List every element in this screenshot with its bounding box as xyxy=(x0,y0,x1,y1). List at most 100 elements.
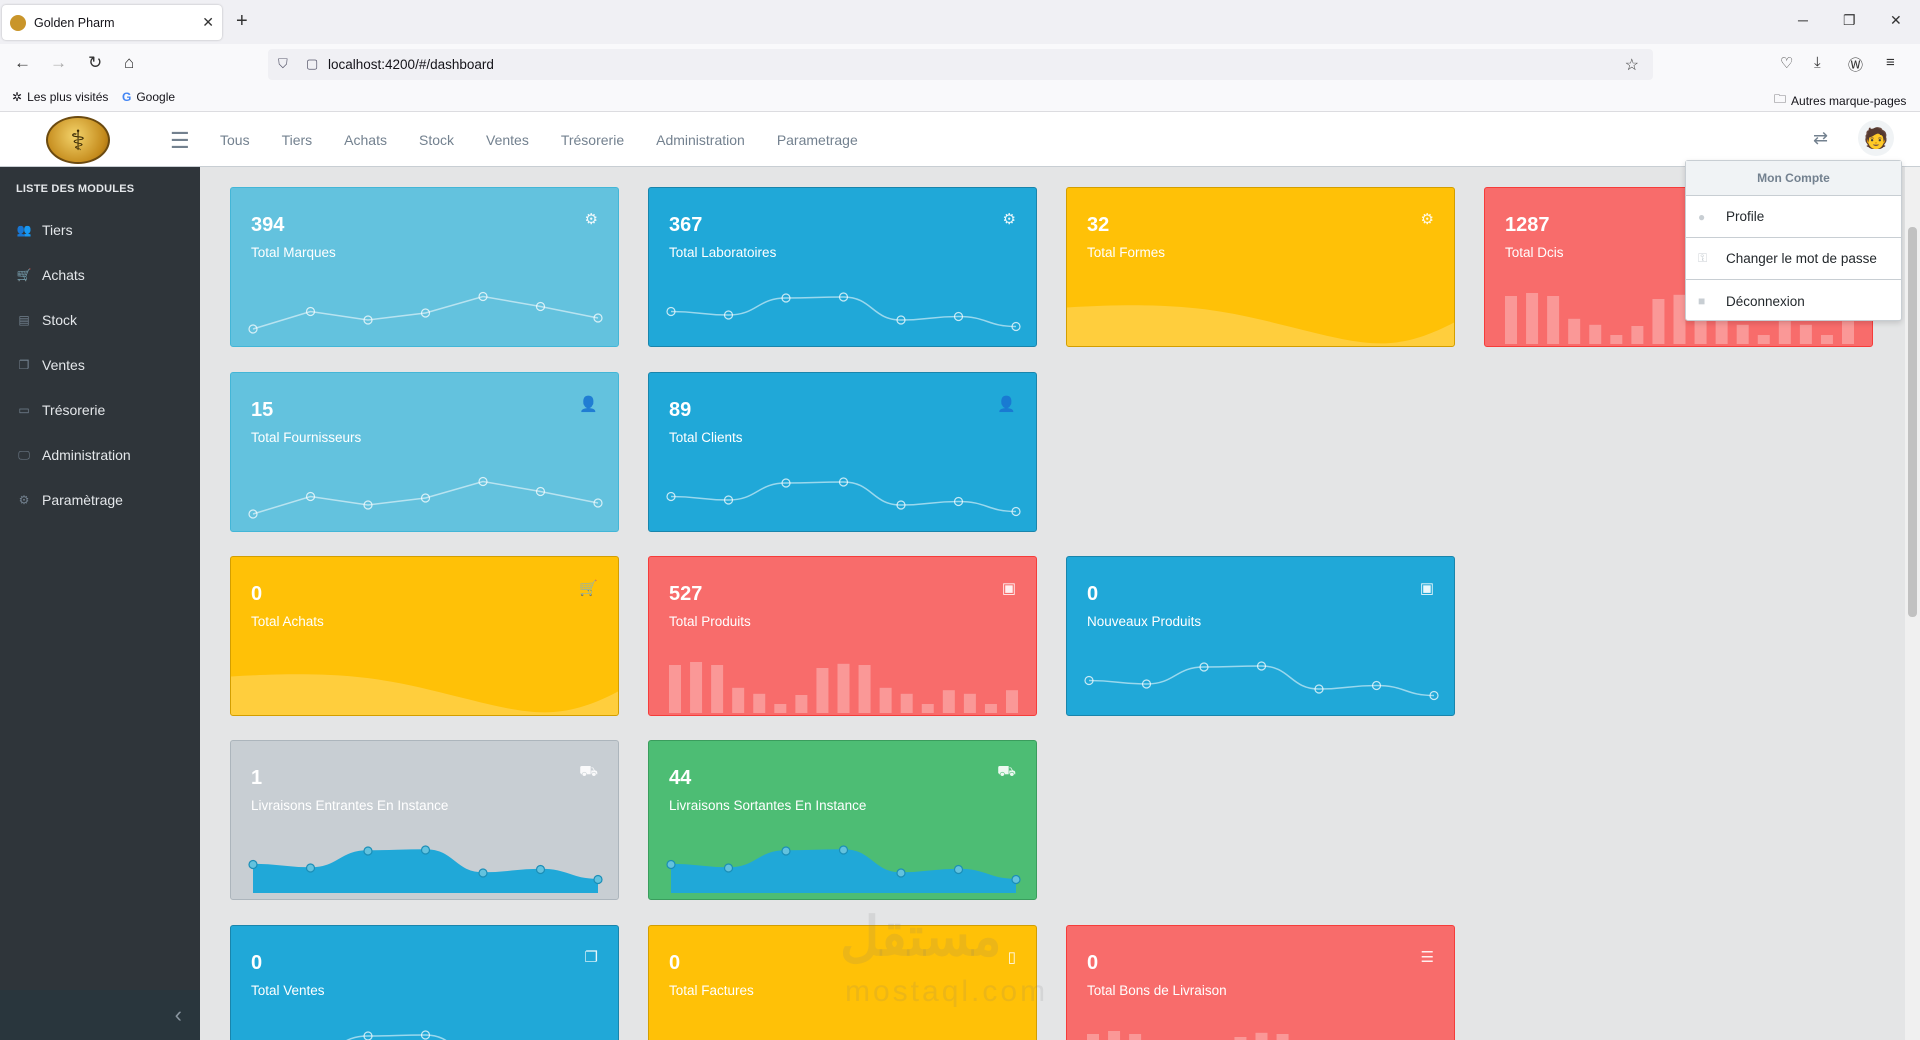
card-nouveaux-produits[interactable]: 0 Nouveaux Produits ▣ xyxy=(1066,556,1455,716)
hamburger-icon[interactable]: ☰ xyxy=(170,128,190,153)
key-icon: ⚿ xyxy=(1698,251,1708,265)
area-chart xyxy=(231,674,618,715)
chart-point xyxy=(953,864,964,875)
chart-area xyxy=(671,850,1016,893)
close-tab-icon[interactable]: ✕ xyxy=(202,14,214,30)
sidebar-item-tiers[interactable]: 👥 Tiers xyxy=(16,222,73,238)
sparkline-chart xyxy=(666,292,1021,332)
nav-tous[interactable]: Tous xyxy=(220,132,250,148)
nav-ventes[interactable]: Ventes xyxy=(486,132,529,148)
cart-icon: 🛒 xyxy=(579,580,598,597)
url-text: localhost:4200/#/dashboard xyxy=(328,57,494,72)
sparkline-chart xyxy=(248,476,603,519)
chart-bar xyxy=(1842,321,1854,344)
card-value: 32 xyxy=(1087,214,1110,236)
pocket-icon[interactable]: ♡ xyxy=(1780,55,1794,72)
clipboard-icon: ▯ xyxy=(1007,949,1016,966)
swap-icon[interactable]: ⇄ xyxy=(1813,128,1829,148)
chart-line xyxy=(670,481,1017,513)
golden-pharm-logo[interactable]: ⚕ xyxy=(46,116,110,164)
sidebar-item-parametrage[interactable]: ⚙ Paramètrage xyxy=(16,492,123,508)
chart-bar xyxy=(984,704,997,713)
restore-icon[interactable]: ❐ xyxy=(1843,12,1856,28)
nav-stock[interactable]: Stock xyxy=(418,132,454,148)
forward-icon[interactable]: → xyxy=(50,53,67,72)
chart-point xyxy=(593,313,603,323)
page-scrollbar[interactable] xyxy=(1905,167,1920,1040)
menu-item-change-password[interactable]: ⚿ Changer le mot de passe xyxy=(1686,238,1901,280)
sidebar-minimizer[interactable]: ‹ xyxy=(0,990,200,1040)
sparkline-chart xyxy=(248,291,603,334)
chart-point xyxy=(248,324,258,334)
chart-point xyxy=(248,509,258,519)
chart-point xyxy=(896,315,906,325)
chart-bar xyxy=(1631,326,1644,344)
browser-tab[interactable]: Golden Pharm ✕ xyxy=(2,5,222,40)
card-label: Total Dcis xyxy=(1505,245,1564,260)
chart-point xyxy=(723,495,734,505)
nav-tresorerie[interactable]: Trésorerie xyxy=(560,132,625,148)
chart-point xyxy=(593,498,603,508)
card-total-fournisseurs[interactable]: 15 Total Fournisseurs 👤 xyxy=(230,372,619,532)
nav-tiers[interactable]: Tiers xyxy=(281,132,313,148)
card-total-laboratoires[interactable]: 367 Total Laboratoires ⚙ xyxy=(648,187,1037,347)
sidebar-title: LISTE DES MODULES xyxy=(16,183,135,195)
cart-icon: 🛒 xyxy=(16,268,32,282)
card-value: 0 xyxy=(251,952,263,974)
chart-bar xyxy=(1652,299,1665,344)
nav-administration[interactable]: Administration xyxy=(656,132,745,148)
sidebar-item-administration[interactable]: 🖵 Administration xyxy=(16,447,131,463)
chart-point xyxy=(305,863,316,873)
card-total-produits[interactable]: 527 Total Produits ▣ xyxy=(648,556,1037,716)
home-icon[interactable]: ⌂ xyxy=(124,53,135,72)
area-chart xyxy=(649,1014,1037,1040)
browser-tabbar: Golden Pharm ✕ + ─ ❐ ✕ xyxy=(0,0,1920,44)
bookmark-most-visited[interactable]: ✲ Les plus visités xyxy=(12,90,109,104)
user-avatar[interactable]: 🧑 xyxy=(1858,120,1894,156)
nav-parametrage[interactable]: Parametrage xyxy=(776,132,858,148)
minimize-icon[interactable]: ─ xyxy=(1798,12,1808,28)
sidebar-item-stock[interactable]: ▤ Stock xyxy=(16,312,77,328)
account-dropdown: Mon Compte ● Profile ⚿ Changer le mot de p… xyxy=(1685,160,1902,321)
download-icon[interactable]: ⤓ xyxy=(1814,54,1821,71)
bookmark-google[interactable]: G Google xyxy=(122,90,176,104)
sidebar-item-ventes[interactable]: ❐ Ventes xyxy=(16,357,85,373)
menu-item-logout[interactable]: ■ Déconnexion xyxy=(1698,293,1805,309)
favicon-icon xyxy=(10,14,26,31)
card-livraisons-sortantes[interactable]: 44 Livraisons Sortantes En Instance ⛟ xyxy=(648,740,1037,900)
nav-achats[interactable]: Achats xyxy=(344,132,387,148)
sidebar-item-achats[interactable]: 🛒 Achats xyxy=(16,267,85,283)
scrollbar-thumb[interactable] xyxy=(1908,227,1917,617)
card-label: Total Achats xyxy=(251,614,324,629)
card-total-bons-livraison[interactable]: 0 Total Bons de Livraison ☰ xyxy=(1066,925,1455,1040)
sidebar-item-tresorerie[interactable]: ▭ Trésorerie xyxy=(16,402,105,418)
menu-item-profile[interactable]: ● Profile xyxy=(1686,196,1901,238)
new-tab-icon[interactable]: + xyxy=(236,10,248,32)
url-bar[interactable]: ⛉ ▢ localhost:4200/#/dashboard ☆ xyxy=(268,49,1653,80)
chart-point xyxy=(838,477,849,487)
card-total-factures[interactable]: 0 Total Factures ▯ xyxy=(648,925,1037,1040)
card-livraisons-entrantes[interactable]: 1 Livraisons Entrantes En Instance ⛟ xyxy=(230,740,619,900)
card-total-clients[interactable]: 89 Total Clients 👤 xyxy=(648,372,1037,532)
chart-point xyxy=(1084,675,1094,686)
card-label: Total Factures xyxy=(669,983,754,998)
sidebar: LISTE DES MODULES 👥 Tiers 🛒 Achats ▤ Stock … xyxy=(0,167,200,1040)
card-total-marques[interactable]: 394 Total Marques ⚙ xyxy=(230,187,619,347)
back-icon[interactable]: ← xyxy=(14,53,31,72)
chart-point xyxy=(723,863,734,873)
chart-bar xyxy=(1568,318,1581,344)
chart-bar xyxy=(1129,1034,1142,1040)
monitor-icon: 🖵 xyxy=(18,447,30,462)
watermark-latin: mostaql.com xyxy=(845,975,1049,1008)
bookmark-star-icon[interactable]: ☆ xyxy=(1624,57,1639,74)
close-window-icon[interactable]: ✕ xyxy=(1890,12,1902,28)
menu-icon[interactable]: ≡ xyxy=(1886,54,1895,71)
chart-bar xyxy=(900,693,913,713)
other-bookmarks[interactable]: 🗀 Autres marque-pages xyxy=(1774,90,1906,111)
reload-icon[interactable]: ↻ xyxy=(88,53,103,72)
chart-point xyxy=(953,496,964,507)
card-total-achats[interactable]: 0 Total Achats 🛒 xyxy=(230,556,619,716)
card-total-formes[interactable]: 32 Total Formes ⚙ xyxy=(1066,187,1455,347)
extension-icon[interactable]: Ⓦ xyxy=(1848,57,1864,74)
card-total-ventes[interactable]: 0 Total Ventes ❐ xyxy=(230,925,619,1040)
